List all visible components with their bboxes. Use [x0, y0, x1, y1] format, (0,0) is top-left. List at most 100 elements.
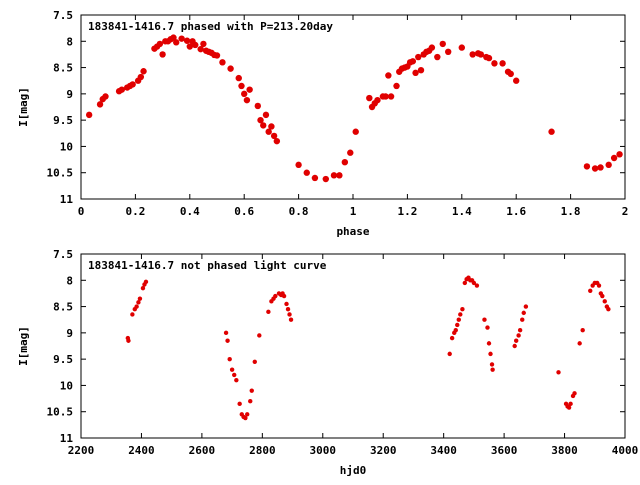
data-point	[517, 328, 523, 333]
y-tick-label: 8.5	[53, 62, 73, 75]
data-point	[556, 370, 561, 375]
x-axis-label: hjd0	[340, 464, 367, 477]
data-point	[262, 111, 270, 119]
data-point	[126, 338, 131, 343]
data-point	[520, 317, 525, 322]
data-point	[129, 81, 136, 88]
x-tick-label: 0.4	[180, 205, 200, 218]
y-tick-label: 11	[60, 193, 74, 206]
x-tick-label: 2200	[68, 444, 95, 457]
data-point	[213, 52, 221, 59]
data-point	[374, 96, 381, 104]
data-point	[232, 372, 237, 378]
x-tick-label: 2400	[128, 444, 155, 457]
chart-2: 2200 2400 2600 2800 3000 3200 3400 3600 3800 4000…	[17, 248, 638, 477]
data-point	[273, 137, 281, 145]
data-point	[266, 309, 271, 315]
data-point	[485, 54, 493, 62]
y-tick-label: 9	[66, 327, 73, 340]
data-point	[580, 328, 585, 333]
y-tick-label: 8	[66, 35, 73, 48]
data-point	[591, 165, 599, 172]
data-point	[330, 172, 338, 179]
data-point	[516, 333, 521, 338]
y-tick-label: 10.5	[47, 406, 74, 419]
series-1	[125, 275, 611, 421]
data-point	[460, 307, 465, 312]
data-point	[417, 67, 425, 74]
data-point	[568, 401, 573, 407]
data-point	[382, 93, 389, 100]
x-tick-label: 0.6	[234, 205, 254, 218]
data-point	[136, 300, 141, 305]
data-point	[474, 283, 480, 288]
y-tick-label: 9.5	[53, 114, 73, 127]
data-point	[597, 164, 604, 171]
data-point	[288, 317, 294, 322]
data-point	[453, 328, 458, 333]
data-point	[268, 123, 275, 130]
data-point	[223, 330, 229, 336]
data-point	[482, 317, 487, 322]
data-point	[572, 391, 577, 396]
data-point	[616, 151, 623, 158]
data-point	[237, 401, 242, 407]
data-point	[170, 34, 177, 41]
data-point	[303, 169, 310, 176]
data-point	[596, 283, 602, 288]
data-point	[186, 43, 193, 50]
data-point	[192, 41, 199, 49]
x-axis-label: phase	[336, 225, 369, 238]
chart-title: 183841-1416.7 phased with P=213.20day	[88, 20, 333, 33]
x-tick-label: 0.8	[289, 205, 309, 218]
data-point	[352, 128, 359, 135]
data-point	[600, 293, 605, 299]
data-point	[245, 412, 250, 417]
data-point	[265, 128, 272, 135]
data-point	[469, 51, 476, 58]
series-1	[85, 34, 623, 183]
data-point	[455, 322, 460, 328]
y-tick-label: 9.5	[53, 353, 73, 366]
data-point	[227, 65, 234, 72]
x-tick-label: 1.2	[397, 205, 417, 218]
data-point	[137, 73, 145, 81]
data-point	[415, 53, 422, 61]
data-point	[602, 299, 607, 304]
data-point	[140, 285, 146, 291]
data-point	[606, 307, 611, 312]
data-point	[458, 312, 463, 317]
data-point	[270, 132, 278, 140]
data-point	[134, 304, 139, 309]
data-point	[227, 356, 232, 362]
data-point	[273, 293, 278, 299]
data-point	[287, 312, 292, 317]
data-point	[477, 51, 485, 58]
data-point	[456, 317, 461, 322]
data-point	[387, 93, 395, 100]
y-tick-label: 7.5	[53, 248, 73, 261]
data-point	[234, 377, 239, 383]
x-tick-label: 2	[622, 205, 629, 218]
data-point	[183, 37, 191, 44]
data-point	[173, 39, 180, 46]
data-point	[521, 310, 526, 316]
data-point	[445, 48, 452, 55]
data-point	[566, 405, 572, 410]
data-point	[514, 338, 519, 343]
data-point	[512, 343, 517, 349]
data-point	[130, 312, 135, 317]
y-tick-label: 8	[66, 274, 73, 287]
data-point	[434, 53, 441, 61]
data-point	[322, 175, 329, 183]
data-point	[347, 149, 354, 156]
data-point	[447, 351, 452, 357]
y-tick-label: 10	[60, 379, 73, 392]
x-tick-label: 1	[350, 205, 357, 218]
data-point	[499, 60, 506, 67]
data-point	[197, 45, 204, 53]
data-point	[246, 86, 253, 93]
x-tick-label: 0.2	[125, 205, 145, 218]
x-tick-label: 4000	[612, 444, 639, 457]
